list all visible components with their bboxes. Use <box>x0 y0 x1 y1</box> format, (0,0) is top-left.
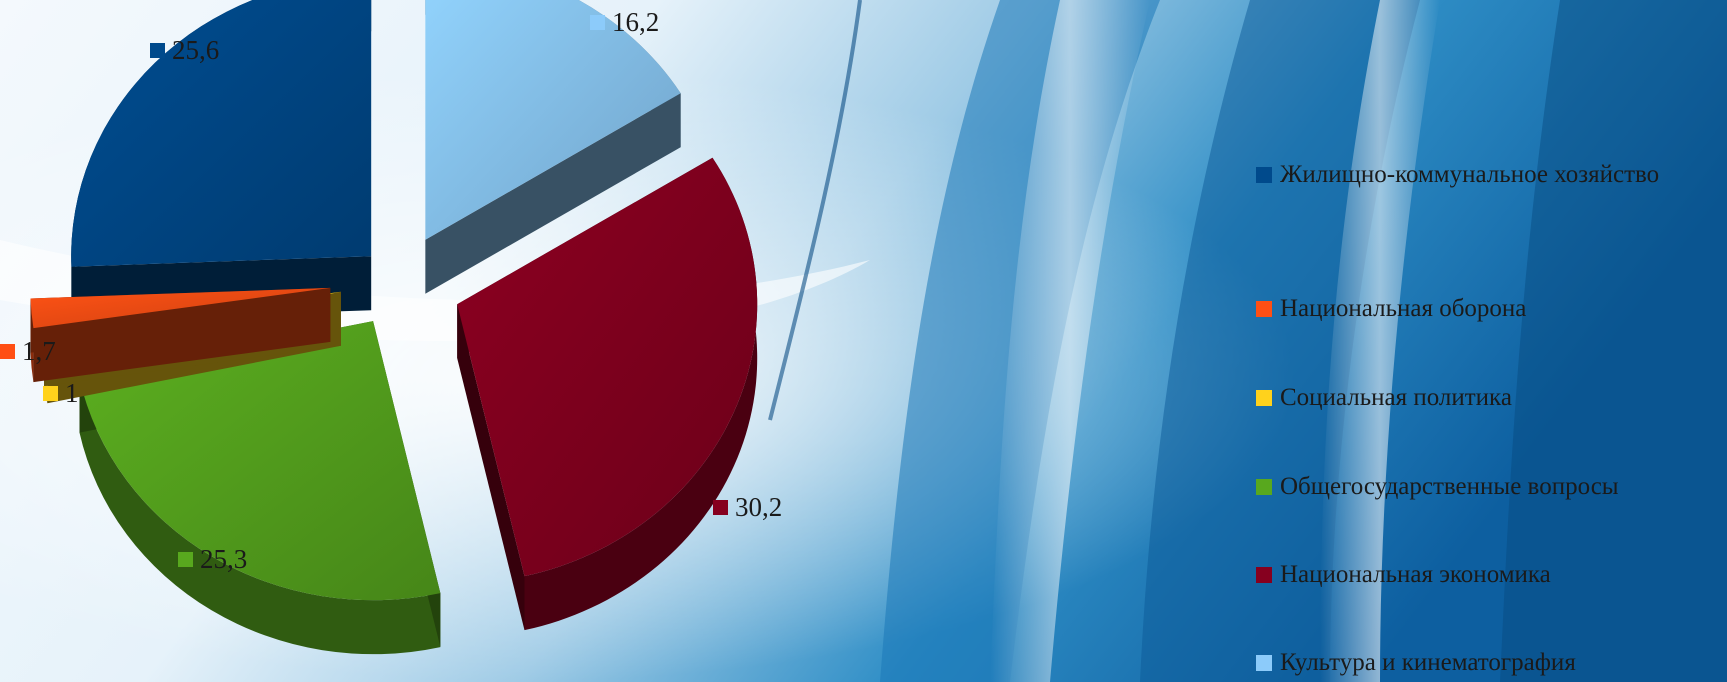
pie-slice <box>71 0 372 321</box>
pie-slice <box>457 157 758 631</box>
data-label: 16,2 <box>612 7 659 37</box>
legend-swatch <box>1256 567 1272 583</box>
pie-slice-top <box>79 321 441 601</box>
pie-slice-top <box>425 0 681 240</box>
legend-label: Общегосударственные вопросы <box>1280 473 1619 500</box>
pie-slice-top <box>71 0 372 267</box>
data-label-marker <box>178 552 193 567</box>
legend-label: Жилищно-коммунальное хозяйство <box>1280 161 1660 188</box>
legend-item-general-issues: Общегосударственные вопросы <box>1256 472 1619 501</box>
legend-item-culture: Культура и кинематография <box>1256 648 1576 677</box>
data-label: 1,7 <box>22 336 56 366</box>
pie-slice-side <box>524 157 758 631</box>
legend-swatch <box>1256 301 1272 317</box>
legend-label: Национальная оборона <box>1280 295 1527 322</box>
pie-slice <box>425 0 681 294</box>
pie-slice-wall <box>425 93 681 294</box>
legend-label: Социальная политика <box>1280 384 1512 411</box>
legend-swatch <box>1256 390 1272 406</box>
legend-label: Культура и кинематография <box>1280 649 1576 676</box>
data-label-marker <box>713 500 728 515</box>
data-label: 30,2 <box>735 492 782 522</box>
pie-slice-wall <box>457 304 525 631</box>
data-label: 1 <box>65 378 79 408</box>
legend-item-defense: Национальная оборона <box>1256 294 1526 323</box>
pie-slice-top <box>457 157 758 577</box>
data-label: 25,6 <box>172 35 219 65</box>
data-label-marker <box>590 15 605 30</box>
data-label-marker <box>0 344 15 359</box>
legend-swatch <box>1256 167 1272 183</box>
pie-slice-top <box>30 287 331 329</box>
legend-item-housing: Жилищно-коммунальное хозяйство <box>1256 160 1659 189</box>
data-label: 25,3 <box>200 544 247 574</box>
legend-label: Национальная экономика <box>1280 561 1551 588</box>
legend-swatch <box>1256 655 1272 671</box>
pie-slice <box>30 287 331 383</box>
data-label-marker <box>43 386 58 401</box>
data-label-marker <box>150 43 165 58</box>
legend-swatch <box>1256 479 1272 495</box>
legend-item-economy: Национальная экономика <box>1256 560 1551 589</box>
pie-slice-side <box>79 378 441 655</box>
legend-item-social-policy: Социальная политика <box>1256 383 1512 412</box>
